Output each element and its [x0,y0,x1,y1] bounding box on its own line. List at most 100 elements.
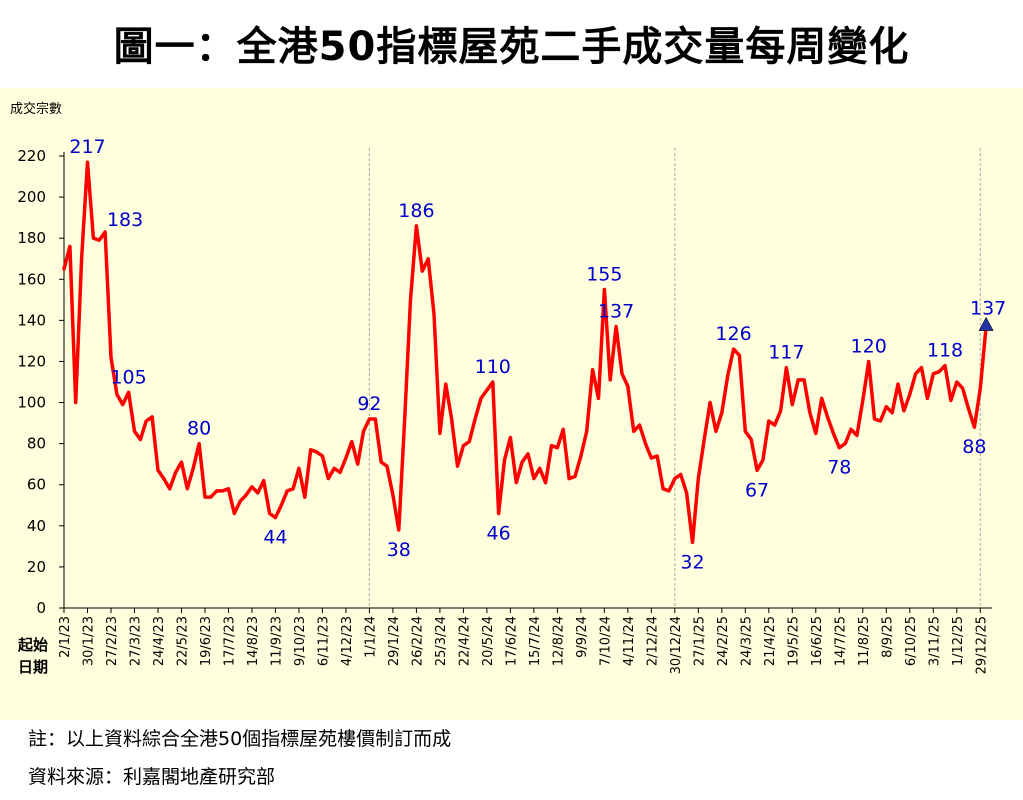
data-point [409,298,412,302]
data-point [925,397,929,400]
y-tick-label: 100 [17,394,46,412]
data-label: 183 [107,209,143,231]
x-tick-label: 3/11/25 [927,616,942,666]
data-point [967,407,970,411]
data-point [86,160,89,164]
data-point [203,495,207,499]
data-point [620,372,624,376]
data-label: 117 [768,342,804,364]
data-point [673,477,677,480]
data-label: 120 [851,335,887,357]
data-point [397,528,401,532]
data-point [174,471,177,474]
x-tick-label: 29/12/25 [974,616,989,674]
data-label: 78 [827,457,851,479]
data-point [767,419,771,423]
x-tick-label: 24/4/23 [152,616,167,666]
data-point [303,495,307,499]
data-point [520,460,524,464]
data-point [74,401,78,404]
data-point [514,481,518,485]
y-tick-label: 160 [17,270,46,288]
data-point [602,288,606,291]
data-point [385,464,389,468]
data-point [949,399,953,402]
data-point [473,417,477,421]
y-tick-label: 180 [17,229,46,247]
y-tick-label: 20 [27,558,46,576]
data-point [879,419,882,423]
data-label: 118 [927,340,963,362]
data-point [127,390,131,394]
x-tick-label: 22/4/24 [457,616,472,666]
data-point [162,477,166,480]
data-point [814,431,818,435]
data-point [338,471,342,474]
data-label: 126 [715,323,751,345]
data-point [450,417,454,421]
x-tick-label: 9/9/24 [575,616,590,658]
y-tick-label: 220 [17,147,46,165]
data-point [344,456,348,460]
data-point [826,415,829,419]
chart-title: 圖一：全港50指標屋苑二手成交量每周變化 [113,24,910,70]
data-point [508,436,512,439]
data-point [649,456,653,460]
data-point [279,503,283,507]
x-tick-label: 25/3/24 [434,616,449,666]
x-tick-label: 12/8/24 [551,616,566,666]
source-note: 資料來源：利嘉閣地產研究部 [28,766,276,788]
data-point [97,238,101,242]
data-label: 155 [586,264,622,286]
data-point [861,399,865,402]
data-point [121,403,125,406]
data-point [503,458,506,462]
data-point [309,448,313,452]
data-point [403,417,407,421]
data-point [268,512,271,515]
data-label: 46 [487,522,511,544]
data-point [691,540,694,544]
data-point [632,429,636,433]
data-point [291,487,295,491]
x-tick-label: 14/8/23 [246,616,261,666]
data-point [837,446,841,450]
data-point [244,493,248,497]
data-point [432,312,436,316]
data-point [738,353,741,357]
data-label: 88 [962,436,986,458]
data-point [638,423,641,427]
data-point [321,454,324,458]
data-point [479,397,483,400]
y-tick-label: 120 [17,352,46,370]
data-point [573,475,577,478]
data-point [720,411,724,415]
data-point [115,392,119,396]
x-tick-label: 6/10/25 [904,616,919,666]
x-tick-label: 17/6/24 [504,616,519,666]
x-tick-label: 19/6/23 [199,616,214,666]
x-axis-title: 起始 [17,636,48,654]
data-point [790,403,794,406]
x-tick-label: 24/2/25 [716,616,731,666]
data-point [356,462,360,466]
data-point [820,397,824,400]
data-point [914,372,918,376]
data-point [902,409,906,413]
x-tick-label: 24/3/25 [739,616,754,666]
data-point [156,468,160,472]
data-point [532,477,536,480]
data-point [491,380,495,384]
data-point [391,493,395,497]
x-tick-label: 4/12/23 [340,616,355,666]
data-point [855,434,859,437]
data-point [497,512,501,515]
data-point [802,378,806,382]
data-point [943,364,947,367]
data-point [867,360,871,363]
data-point [467,440,471,443]
data-point [221,489,224,493]
x-tick-label: 17/7/23 [222,616,237,666]
data-point [597,397,600,400]
data-point [702,438,706,441]
